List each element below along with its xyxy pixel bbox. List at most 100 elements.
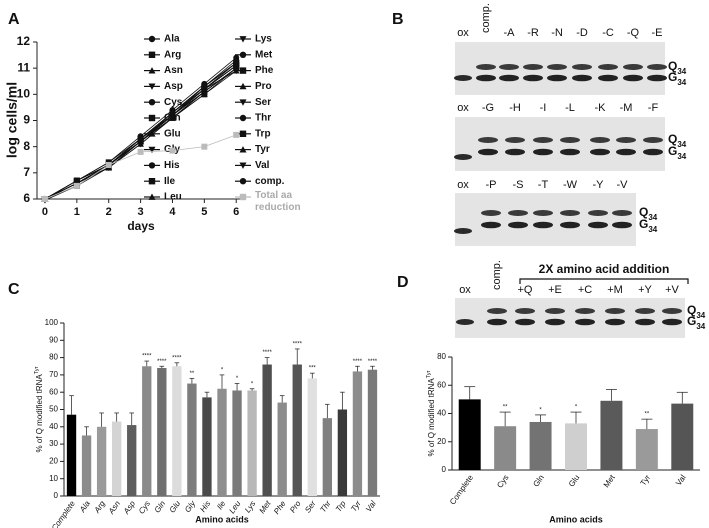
legend-marker [239,178,247,185]
y-axis-label: % of Q modified tRNATyr [34,366,44,452]
legend-label: Leu [164,192,182,203]
x-tick-label: Pro [288,499,303,515]
error-bar [69,395,74,415]
gel-band [643,148,663,156]
error-bar [605,389,617,401]
legend-label: Total aa reduction [255,190,301,213]
band-letter: G [668,70,677,84]
significance-label: **** [353,359,363,365]
legend-label: Lys [255,34,272,45]
lane-label: -M [620,102,633,114]
x-tick-label: Complete [448,473,475,507]
error-bar [294,348,300,365]
data-point [41,196,48,202]
error-bar [159,365,165,368]
series-line [44,62,237,200]
error-bar [264,357,270,365]
data-point [169,147,176,154]
significance-label: ** [503,405,508,411]
legend-label-box: Total aa reduction [255,190,301,213]
lane-label: +Q [518,284,533,296]
band-label: G34 [668,144,687,160]
error-bar [129,412,135,426]
legend-label: Ala [164,34,180,45]
x-tick-label: Trp [334,499,348,514]
error-bar [144,360,150,367]
x-tick-label: 3 [138,206,144,218]
significance-label: *** [309,366,317,372]
bar [142,366,152,496]
legend-label: Glu [164,128,181,139]
bar [494,426,517,470]
legend-label: Arg [164,49,181,60]
x-tick-label: Ala [77,499,92,515]
x-tick-label: Asn [106,499,122,517]
legend-label: Asn [164,65,183,76]
y-axis-label: log cells/ml [4,82,20,158]
lane-label: -F [648,102,659,114]
band-label: Q34 [668,132,687,148]
x-tick-label: Lys [243,499,257,514]
lane-label: -E [652,27,663,39]
series-line [44,65,237,200]
x-axis-label: Amino acids [195,514,249,524]
y-tick-label: 60 [49,387,58,396]
bar [277,402,287,496]
gel-band [533,221,553,229]
bar [352,371,363,496]
error-bar [84,426,89,436]
gel-band [647,74,667,82]
bar [187,383,197,496]
gel-band [508,221,528,229]
y-tick-label: 0 [54,491,59,500]
gel-band [560,137,580,143]
band-label: G34 [687,314,706,330]
gel-band [575,318,595,326]
gel-band [478,137,498,143]
y-tick-label: 12 [17,34,31,48]
bar [127,425,137,496]
y-tick-label: 80 [437,352,446,361]
panel-letter: D [397,274,409,291]
x-tick-label: 1 [74,206,80,218]
gel-background [455,298,685,338]
x-tick-label: Thr [318,499,332,514]
legend-label: Ser [255,97,271,108]
lane-label: -Q [627,27,640,39]
x-tick-label: Complete [50,499,77,528]
band-label: Q34 [668,59,687,75]
gel-band [505,137,525,143]
gel-band [547,74,567,82]
gel-band [647,64,667,70]
series-line [44,65,237,200]
gel-band [623,64,643,70]
legend-label: Asp [164,81,183,92]
legend-marker [239,67,247,74]
lane-label: -Y [593,179,605,191]
legend-label: Ile [164,176,176,187]
gel-band [662,318,682,326]
gel-band [616,148,636,156]
gel-band [499,74,519,82]
error-bar [464,386,476,400]
legend-marker [148,83,156,90]
bar [529,421,552,470]
gel-band [545,308,565,314]
gel-band [588,210,608,216]
gel-band [487,318,507,326]
header-bracket [519,278,689,284]
x-tick-label: 6 [233,206,239,218]
x-tick-label: Gly [183,498,198,514]
legend-marker [239,51,247,58]
y-axis-label-text: % of Q modified tRNA [35,374,44,453]
y-tick-label: 8 [23,139,30,153]
significance-label: **** [157,359,167,365]
bar [337,409,348,496]
lane-label: ox [457,27,469,39]
lane-label: -S [513,179,524,191]
bar [322,418,332,496]
significance-label: **** [262,350,272,356]
lane-label: -C [602,27,614,39]
legend-marker [239,82,247,90]
